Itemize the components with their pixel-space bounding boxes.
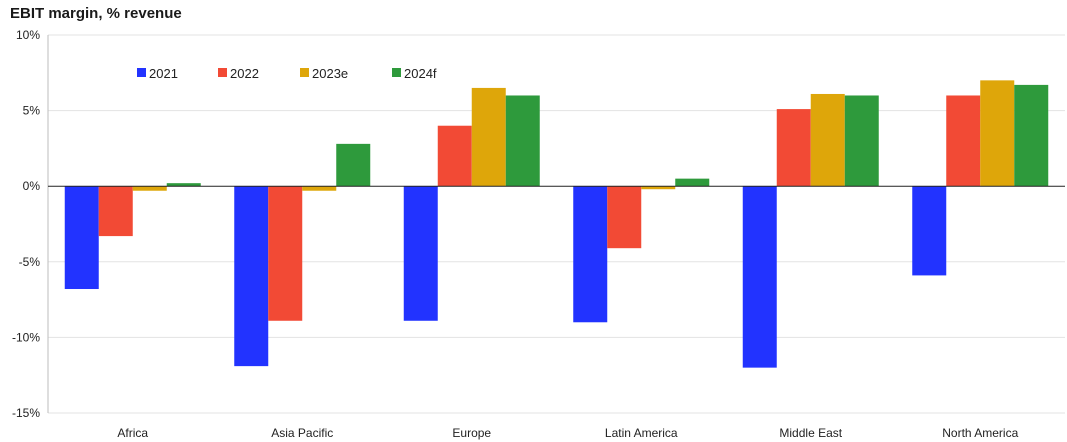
bar: [742, 186, 777, 368]
y-tick-label: 0%: [23, 179, 41, 193]
legend-swatch: [218, 68, 227, 77]
bar: [641, 186, 676, 190]
bar: [573, 186, 608, 323]
x-tick-label: Middle East: [779, 426, 842, 440]
bar: [166, 183, 201, 187]
chart-title: EBIT margin, % revenue: [10, 5, 182, 22]
legend-swatch: [137, 68, 146, 77]
legend-swatch: [392, 68, 401, 77]
bar: [946, 95, 981, 187]
x-axis-ticks: Africa Asia Pacific Europe Latin America Mid…: [117, 426, 1018, 440]
bar: [607, 186, 642, 249]
legend-label: 2024f: [404, 66, 437, 81]
bar: [302, 186, 337, 191]
x-tick-label: North America: [942, 426, 1018, 440]
x-tick-label: Europe: [452, 426, 491, 440]
bars: [64, 80, 1049, 368]
y-tick-label: -15%: [12, 406, 40, 420]
y-tick-label: 5%: [23, 104, 41, 118]
bar: [437, 125, 472, 187]
bar: [810, 93, 845, 187]
bar: [403, 186, 438, 321]
y-tick-label: -5%: [19, 255, 41, 269]
legend-swatch: [300, 68, 309, 77]
bar: [844, 95, 879, 187]
bar: [776, 109, 811, 187]
x-tick-label: Asia Pacific: [271, 426, 333, 440]
y-axis-ticks: 10% 5% 0% -5% -10% -15%: [12, 28, 40, 420]
bar: [1014, 84, 1049, 187]
bar: [980, 80, 1015, 187]
bar: [336, 143, 371, 187]
legend-label: 2023e: [312, 66, 348, 81]
bar: [471, 87, 506, 187]
y-tick-label: 10%: [16, 28, 40, 42]
bar: [675, 178, 710, 187]
bar: [268, 186, 303, 321]
bar: [912, 186, 947, 276]
bar: [505, 95, 540, 187]
legend-label: 2022: [230, 66, 259, 81]
bar: [64, 186, 99, 290]
bar: [98, 186, 133, 237]
bar: [132, 186, 167, 191]
legend: 2021 2022 2023e 2024f: [137, 66, 437, 81]
y-tick-label: -10%: [12, 330, 40, 344]
legend-label: 2021: [149, 66, 178, 81]
bar: [234, 186, 269, 367]
gridlines: [47, 34, 1065, 414]
x-tick-label: Africa: [117, 426, 148, 440]
x-tick-label: Latin America: [605, 426, 678, 440]
